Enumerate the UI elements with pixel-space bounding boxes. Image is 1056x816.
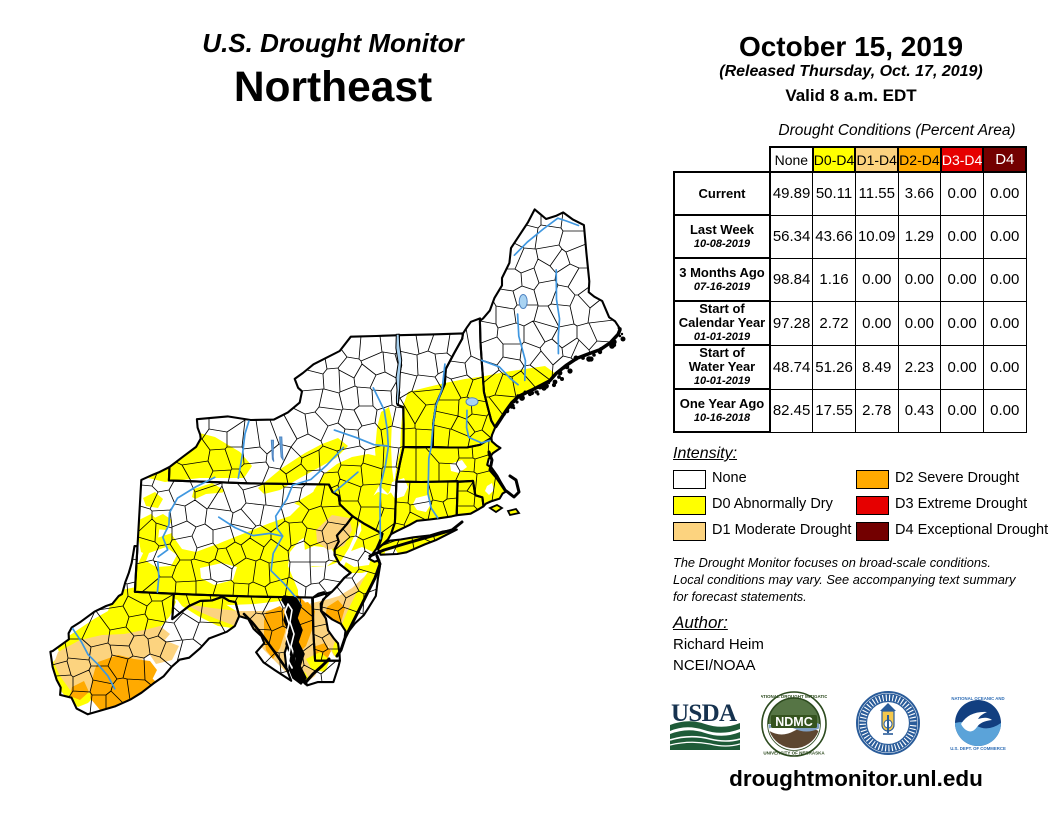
svg-text:NATIONAL DROUGHT MITIGATION: NATIONAL DROUGHT MITIGATION <box>761 694 827 699</box>
svg-text:UNIVERSITY OF NEBRASKA: UNIVERSITY OF NEBRASKA <box>763 751 825 756</box>
svg-text:U.S. DEPT. OF COMMERCE: U.S. DEPT. OF COMMERCE <box>950 746 1006 751</box>
svg-text:NDMC: NDMC <box>775 715 813 729</box>
svg-text:NATIONAL OCEANIC AND: NATIONAL OCEANIC AND <box>951 696 1004 701</box>
